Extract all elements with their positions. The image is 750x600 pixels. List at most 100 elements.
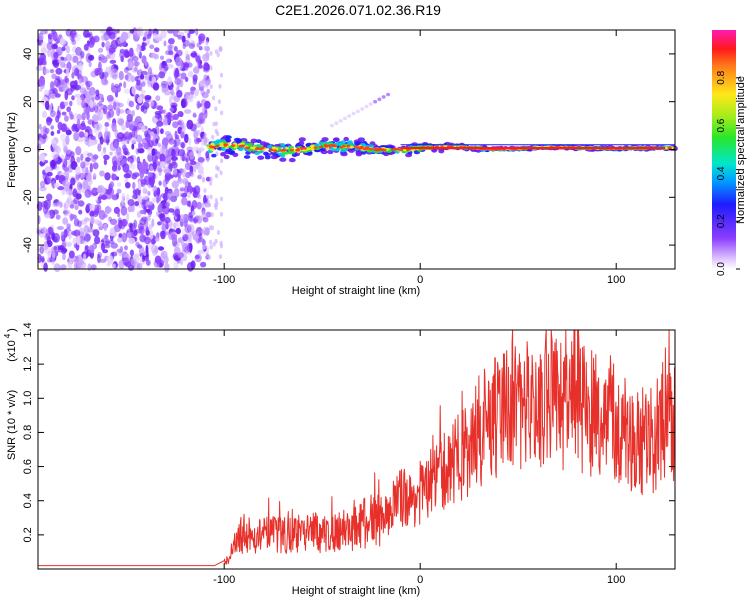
spectrogram-noise-mark <box>199 119 203 124</box>
spectrogram-noise-mark <box>100 34 107 41</box>
spectrogram-noise-mark <box>112 263 116 269</box>
spectrogram-noise-mark <box>65 53 72 62</box>
spectrogram-noise-mark <box>140 74 145 80</box>
spectrogram-noise-mark <box>61 46 66 52</box>
spectrogram-noise-mark <box>124 150 128 156</box>
spectrogram-noise-mark <box>68 188 73 196</box>
spectrogram-noise-mark <box>76 156 81 163</box>
spectrogram-noise-mark <box>121 31 129 41</box>
spectrogram-noise-mark <box>143 250 147 257</box>
spectrogram-noise-mark <box>184 29 190 34</box>
spectrogram-noise-mark <box>190 160 197 166</box>
spectrogram-noise-mark <box>147 147 153 156</box>
spectrogram-carrier-mark <box>300 147 304 150</box>
spectrogram-carrier-mark <box>323 144 328 147</box>
spectrogram-noise-mark <box>116 106 121 117</box>
spectrogram-noise-mark <box>205 176 211 182</box>
spectrogram-noise-mark <box>209 176 213 182</box>
spectrogram-noise-mark <box>180 214 185 222</box>
spectrogram-noise-mark <box>204 202 208 208</box>
spectrogram-carrier-mark <box>219 144 225 148</box>
spectrogram-noise-mark <box>127 199 135 207</box>
spectrogram-noise-mark <box>147 140 154 148</box>
spectrogram-noise-mark <box>194 255 200 259</box>
spectrogram-noise-mark <box>214 106 218 112</box>
spectrogram-noise-mark <box>163 108 167 118</box>
spectrogram-noise-mark <box>148 224 153 231</box>
spectrogram-noise-mark <box>51 138 56 148</box>
spectrogram-noise-mark <box>187 182 191 187</box>
spectrogram-noise-mark <box>155 138 159 144</box>
spectrogram-carrier-mark <box>280 143 286 147</box>
spectrogram-noise-mark <box>145 259 151 266</box>
spectrogram-noise-mark <box>174 208 180 217</box>
spectrogram-carrier-mark <box>267 144 273 149</box>
spectrogram-noise-mark <box>209 51 213 56</box>
spectrogram-noise-mark <box>39 186 47 192</box>
spectrogram-noise-mark <box>81 120 86 127</box>
spectrogram-carrier-mark <box>390 148 395 151</box>
spectrogram-noise-mark <box>71 95 75 101</box>
spectrogram-noise-mark <box>45 214 51 219</box>
spectrogram-noise-mark <box>40 29 47 35</box>
spectrogram-noise-mark <box>197 157 205 163</box>
spectrogram-noise-mark <box>87 226 91 234</box>
spectrogram-noise-mark <box>104 234 109 239</box>
spectrogram-carrier-mark <box>285 146 289 150</box>
spectrogram-noise-mark <box>138 86 143 92</box>
spectrogram-noise-mark <box>136 211 142 218</box>
spectrogram-noise-mark <box>97 253 101 264</box>
spectrogram-noise-mark <box>193 218 198 224</box>
spectrogram-noise-mark <box>77 220 82 228</box>
spectrogram-noise-mark <box>195 55 201 63</box>
snr-exponent-power: 4 <box>3 333 12 338</box>
spectrogram-noise-mark <box>166 174 174 179</box>
spectrogram-noise-mark <box>74 67 80 77</box>
spectrogram-noise-mark <box>98 100 103 106</box>
spectrogram-noise-mark <box>351 111 356 116</box>
spectrogram-noise-mark <box>144 130 149 138</box>
spectrogram-noise-mark <box>202 65 210 73</box>
spectrogram-carrier-mark <box>303 147 307 150</box>
spectrogram-noise-mark <box>157 114 163 123</box>
spectrogram-ytick-label: 20 <box>22 96 34 108</box>
spectrogram-noise-mark <box>55 93 61 98</box>
spectrogram-noise-mark <box>154 237 160 242</box>
spectrogram-noise-mark <box>102 213 108 218</box>
spectrogram-noise-mark <box>377 97 382 102</box>
spectrogram-noise-mark <box>41 153 46 163</box>
spectrogram-carrier-mark <box>225 148 232 153</box>
spectrogram-carrier-mark <box>255 139 262 144</box>
spectrogram-noise-mark <box>134 201 140 207</box>
spectrogram-noise-mark <box>118 118 125 127</box>
spectrogram-noise-mark <box>151 148 156 157</box>
spectrogram-noise-mark <box>108 31 116 40</box>
spectrogram-noise-mark <box>137 96 143 104</box>
spectrogram-noise-mark <box>108 47 116 54</box>
spectrogram-noise-mark <box>134 28 141 38</box>
spectrogram-carrier-mark <box>210 142 215 146</box>
spectrogram-noise-mark <box>97 223 104 228</box>
spectrogram-noise-mark <box>194 89 200 97</box>
spectrogram-noise-mark <box>70 177 76 186</box>
spectrogram-noise-mark <box>80 161 86 169</box>
spectrogram-noise-mark <box>126 212 130 222</box>
spectrogram-noise-mark <box>104 172 111 181</box>
spectrogram-carrier-mark <box>211 153 217 158</box>
spectrogram-noise-mark <box>189 40 196 47</box>
spectrogram-noise-mark <box>373 99 378 104</box>
spectrogram-carrier-mark <box>250 146 256 150</box>
spectrogram-noise-mark <box>116 117 125 125</box>
spectrogram-carrier-mark <box>358 146 363 149</box>
spectrogram-noise-mark <box>136 79 141 86</box>
spectrogram-noise-mark <box>78 227 86 235</box>
spectrogram-noise-mark <box>82 179 89 190</box>
spectrogram-noise-mark <box>214 128 218 134</box>
spectrogram-noise-mark <box>131 143 135 150</box>
spectrogram-noise-mark <box>90 135 96 141</box>
spectrogram-noise-mark <box>62 217 69 225</box>
spectrogram-noise-mark <box>55 214 61 220</box>
spectrogram-noise-mark <box>46 236 51 246</box>
spectrogram-noise-mark <box>218 84 222 89</box>
spectrogram-noise-mark <box>168 50 174 56</box>
